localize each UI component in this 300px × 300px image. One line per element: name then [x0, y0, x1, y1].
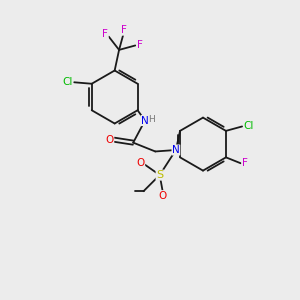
Text: F: F: [242, 158, 248, 168]
Text: F: F: [121, 25, 126, 35]
Text: N: N: [141, 116, 149, 126]
Text: O: O: [106, 135, 114, 145]
Text: Cl: Cl: [243, 122, 254, 131]
Text: F: F: [102, 29, 108, 39]
Text: N: N: [172, 145, 180, 155]
Text: Cl: Cl: [62, 77, 73, 87]
Text: F: F: [137, 40, 142, 50]
Text: O: O: [158, 190, 167, 201]
Text: O: O: [136, 158, 145, 168]
Text: S: S: [156, 170, 163, 180]
Text: H: H: [148, 115, 155, 124]
